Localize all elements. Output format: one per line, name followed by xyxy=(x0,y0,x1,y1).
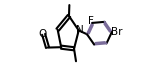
Text: O: O xyxy=(38,29,46,39)
Text: F: F xyxy=(88,16,94,26)
Text: N: N xyxy=(76,25,83,35)
Text: Br: Br xyxy=(111,27,123,37)
